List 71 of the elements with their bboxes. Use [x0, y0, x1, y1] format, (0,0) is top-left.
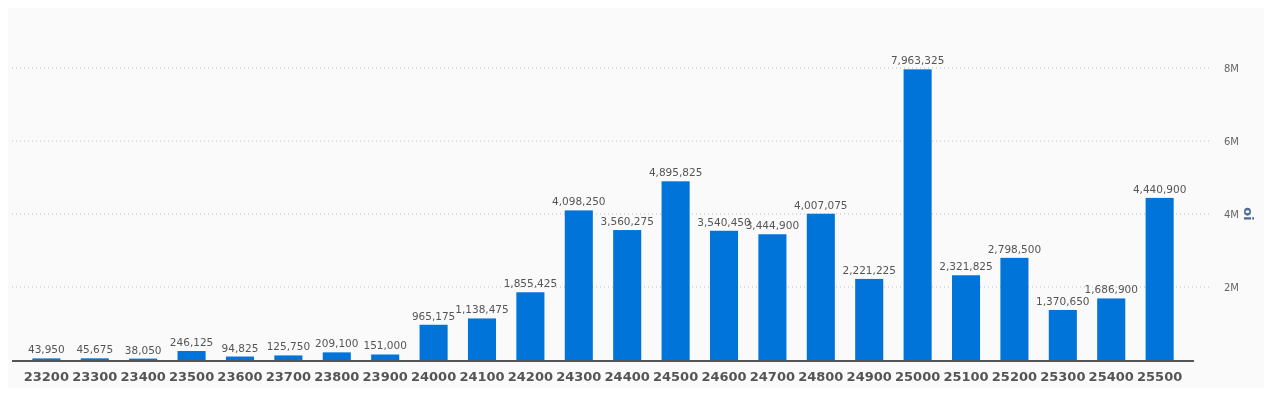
y-tick-label: 6M [1224, 135, 1239, 147]
text: 4,007,075 [794, 198, 848, 211]
text: 1,138,475 [455, 303, 509, 316]
x-tick-label: 25200 [991, 369, 1038, 384]
x-tick-label: 25300 [1040, 369, 1086, 384]
bar [419, 324, 448, 360]
text: 7,963,325 [890, 54, 945, 67]
text: 965,175 [411, 309, 456, 322]
x-tick-label: 23600 [217, 369, 263, 384]
bar [855, 278, 884, 360]
y-axis-title: oi [1241, 207, 1256, 221]
bar [758, 234, 787, 360]
x-tick-label: 23800 [314, 369, 360, 384]
x-tick-label: 24400 [604, 369, 650, 384]
bar [661, 181, 690, 360]
x-tick-label: 23700 [265, 369, 311, 384]
bar [951, 275, 981, 360]
y-tick-label: 2M [1224, 281, 1239, 293]
bar [903, 69, 932, 360]
text: 43,950 [27, 343, 65, 356]
text: 4,440,900 [1132, 182, 1187, 195]
bar [467, 318, 497, 360]
x-tick-label: 24600 [701, 369, 747, 384]
text: 2,798,500 [987, 242, 1042, 255]
text: 246,125 [169, 336, 214, 349]
x-tick-label: 25500 [1137, 369, 1183, 384]
x-tick-label: 25400 [1088, 369, 1134, 384]
x-tick-label: 24200 [507, 369, 554, 384]
y-tick-label: 8M [1224, 62, 1239, 74]
text: 2,321,825 [939, 260, 993, 273]
bar [516, 292, 545, 360]
text: 94,825 [221, 341, 259, 354]
bar [1000, 257, 1029, 360]
text: 1,855,425 [503, 277, 558, 290]
x-tick-label: 24800 [798, 369, 844, 384]
text: 209,100 [315, 337, 359, 350]
bar [274, 355, 303, 360]
x-tick-label: 23900 [362, 369, 408, 384]
text: 2,221,225 [842, 263, 896, 276]
bar [177, 351, 206, 360]
x-tick-label: 23400 [120, 369, 166, 384]
text: 151,000 [363, 339, 407, 352]
text: 3,560,275 [600, 215, 654, 228]
x-tick-label: 23200 [23, 369, 69, 384]
text: 1,686,900 [1084, 283, 1138, 296]
bar [613, 230, 642, 360]
x-tick-label: 25000 [895, 369, 941, 384]
x-tick-label: 23300 [72, 369, 118, 384]
text: 45,675 [76, 343, 114, 356]
y-tick-label: 4M [1224, 208, 1239, 220]
bar [709, 230, 739, 360]
x-tick-label: 25100 [943, 369, 989, 384]
text: 38,050 [124, 343, 162, 356]
bar [1097, 298, 1126, 360]
text: 125,750 [266, 340, 311, 353]
x-tick-label: 24500 [652, 369, 699, 384]
bar [564, 210, 593, 360]
x-tick-label: 24900 [846, 369, 892, 384]
text: 1,370,650 [1036, 294, 1090, 307]
x-tick-label: 24100 [459, 369, 505, 384]
bar [371, 354, 400, 360]
x-tick-label: 24300 [556, 369, 602, 384]
bar [322, 352, 351, 360]
x-tick-label: 24700 [749, 369, 796, 384]
bar [1145, 197, 1174, 360]
text: 4,098,250 [552, 195, 606, 208]
text: 4,895,825 [648, 166, 703, 179]
x-tick-label: 24000 [410, 369, 457, 384]
bar [806, 213, 835, 360]
bar [1048, 309, 1077, 360]
x-tick-label: 23500 [168, 369, 215, 384]
